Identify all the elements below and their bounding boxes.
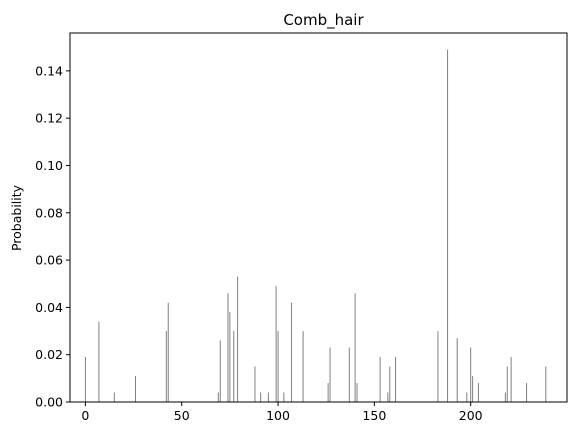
- x-tick-label: 50: [174, 408, 190, 423]
- bar: [135, 375, 136, 402]
- bar: [472, 375, 474, 402]
- bar: [227, 293, 229, 402]
- bar: [506, 366, 508, 402]
- bar: [233, 331, 235, 402]
- bar: [167, 302, 169, 402]
- bar: [466, 392, 468, 402]
- bar: [545, 366, 547, 402]
- bar: [354, 293, 356, 402]
- bar: [456, 338, 458, 402]
- y-tick-label: 0.02: [35, 347, 63, 362]
- bar: [98, 321, 100, 402]
- bar: [165, 331, 167, 402]
- chart-title: Comb_hair: [283, 11, 364, 30]
- bar: [395, 357, 397, 402]
- bar: [84, 357, 86, 402]
- x-tick-label: 0: [81, 408, 89, 423]
- bar: [113, 392, 115, 402]
- bar: [447, 49, 449, 403]
- y-tick-label: 0.08: [35, 205, 63, 220]
- bar: [470, 347, 472, 402]
- bar: [237, 276, 239, 402]
- x-tick-label: 200: [459, 408, 483, 423]
- bars-group: [84, 49, 547, 403]
- x-tick-label: 150: [362, 408, 386, 423]
- bar: [229, 312, 231, 402]
- bar: [526, 383, 528, 402]
- bar: [504, 392, 506, 402]
- y-tick-label: 0.14: [35, 63, 63, 78]
- bar: [387, 392, 389, 402]
- y-ticks-group: 0.00 0.02 0.04 0.06 0.08 0.10 0.12 0.14: [35, 63, 70, 410]
- y-tick-label: 0.06: [35, 253, 63, 268]
- y-tick-label: 0.04: [35, 300, 63, 315]
- y-axis-label: Probability: [9, 184, 24, 251]
- x-ticks-group: 0 50 100 150 200: [81, 402, 483, 423]
- bar: [219, 340, 221, 402]
- bar: [217, 392, 219, 402]
- bar: [389, 366, 391, 402]
- bar: [277, 331, 279, 402]
- bar: [356, 383, 358, 402]
- bar: [275, 286, 277, 402]
- bar: [348, 347, 350, 402]
- plot-frame: [69, 32, 568, 403]
- y-tick-label: 0.00: [35, 395, 63, 410]
- bar: [254, 366, 256, 402]
- bar: [327, 383, 329, 402]
- bar: [477, 383, 479, 402]
- bar: [291, 302, 293, 402]
- y-tick-label: 0.10: [35, 158, 63, 173]
- x-tick-label: 100: [266, 408, 290, 423]
- y-tick-label: 0.12: [35, 111, 63, 126]
- bar: [267, 392, 269, 402]
- bar: [302, 331, 304, 402]
- bar: [260, 392, 262, 402]
- bar: [437, 331, 439, 402]
- bar: [283, 392, 285, 402]
- bar: [379, 357, 381, 402]
- bar: [510, 357, 512, 402]
- bar: [329, 347, 331, 402]
